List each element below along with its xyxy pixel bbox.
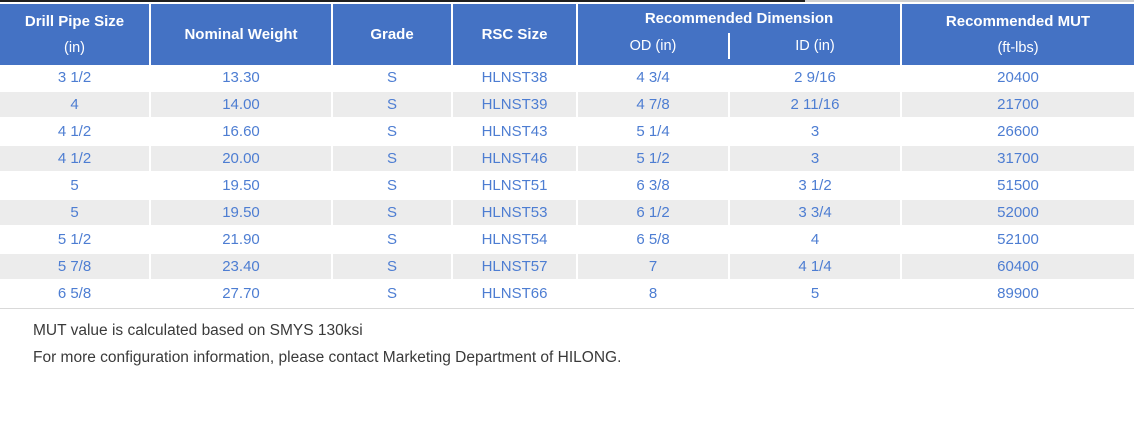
table-cell: 19.50 [151, 200, 333, 225]
table-cell: 2 9/16 [730, 65, 902, 90]
header-id: ID (in) [795, 38, 835, 54]
table-cell: HLNST51 [453, 173, 578, 198]
table-cell: HLNST57 [453, 254, 578, 279]
table-cell: 8 [578, 281, 730, 306]
table-cell: 3 [730, 146, 902, 171]
table-cell: S [333, 254, 453, 279]
table-cell: 27.70 [151, 281, 333, 306]
table-cell: 52000 [997, 204, 1039, 221]
table-cell: S [333, 200, 453, 225]
table-cell: 5 [0, 200, 151, 225]
header-nominal-weight: Nominal Weight [151, 4, 333, 65]
table-row: 5 7/8 23.40 S HLNST57 7 4 1/4 60400 [0, 254, 1134, 281]
table-cell: HLNST54 [453, 227, 578, 252]
header-recommended-mut-unit: (ft-lbs) [997, 39, 1039, 56]
table-cell: 89900 [997, 285, 1039, 302]
table-cell: 21700 [997, 96, 1039, 113]
table-cell: 6 3/8 [578, 173, 730, 198]
table-row: 4 1/2 20.00 S HLNST46 5 1/2 3 31700 [0, 146, 1134, 173]
table-cell: S [333, 227, 453, 252]
table-cell: 5 [0, 173, 151, 198]
table-cell: S [333, 92, 453, 117]
table-cell: S [333, 146, 453, 171]
header-recommended-dimension-group: Recommended Dimension OD (in) ID (in) [578, 4, 902, 65]
table-cell: 19.50 [151, 173, 333, 198]
table-cell: 6 5/8 [578, 227, 730, 252]
table-cell: 7 [578, 254, 730, 279]
table-cell: 5 [730, 281, 902, 306]
table-cell: 2 11/16 [730, 92, 902, 117]
table-header-row: Drill Pipe Size (in) Nominal Weight Grad… [0, 4, 1134, 65]
table-row: 4 14.00 S HLNST39 4 7/8 2 11/16 21700 [0, 92, 1134, 119]
table-cell: 51500 [997, 177, 1039, 194]
table-cell: 3 [730, 119, 902, 144]
table-cell: 16.60 [151, 119, 333, 144]
table-cell: 5 7/8 [0, 254, 151, 279]
drill-pipe-table: Drill Pipe Size (in) Nominal Weight Grad… [0, 4, 1134, 309]
table-cell: 3 3/4 [730, 200, 902, 225]
table-row: 5 1/2 21.90 S HLNST54 6 5/8 4 52100 [0, 227, 1134, 254]
table-cell: 60400 [997, 258, 1039, 275]
table-cell: 5 1/4 [578, 119, 730, 144]
header-drill-pipe-size-unit: (in) [64, 39, 85, 56]
footnote-contact: For more configuration information, plea… [33, 349, 622, 366]
table-row: 5 19.50 S HLNST53 6 1/2 3 3/4 52000 [0, 200, 1134, 227]
table-cell: 23.40 [151, 254, 333, 279]
table-cell: 5 1/2 [0, 227, 151, 252]
table-cell: HLNST46 [453, 146, 578, 171]
top-border-line [0, 0, 1134, 2]
table-row: 3 1/2 13.30 S HLNST38 4 3/4 2 9/16 20400 [0, 65, 1134, 92]
table-cell: 13.30 [151, 65, 333, 90]
table-cell: 3 1/2 [0, 65, 151, 90]
table-cell: 20400 [997, 69, 1039, 86]
table-cell: HLNST66 [453, 281, 578, 306]
table-cell: S [333, 281, 453, 306]
table-cell: HLNST53 [453, 200, 578, 225]
table-cell: 4 3/4 [578, 65, 730, 90]
table-cell: 21.90 [151, 227, 333, 252]
table-cell: 4 [0, 92, 151, 117]
header-drill-pipe-size: Drill Pipe Size (in) [0, 4, 151, 65]
header-recommended-dimension: Recommended Dimension [644, 10, 834, 27]
table-cell: 3 1/2 [730, 173, 902, 198]
table-row: 6 5/8 27.70 S HLNST66 8 5 89900 [0, 281, 1134, 308]
table-cell: 52100 [997, 231, 1039, 248]
header-od: OD (in) [578, 33, 730, 59]
table-cell: 4 [730, 227, 902, 252]
footnote-mut: MUT value is calculated based on SMYS 13… [33, 322, 363, 339]
table-body: 3 1/2 13.30 S HLNST38 4 3/4 2 9/16 20400 4 14.00… [0, 65, 1134, 308]
table-cell: S [333, 173, 453, 198]
table-cell: 4 7/8 [578, 92, 730, 117]
table-cell: 6 1/2 [578, 200, 730, 225]
table-cell: S [333, 65, 453, 90]
table-cell: 4 1/4 [730, 254, 902, 279]
header-dimension-subrow: OD (in) ID (in) [578, 33, 900, 59]
table-cell: 14.00 [151, 92, 333, 117]
header-rsc-size: RSC Size [453, 4, 578, 65]
table-cell: HLNST43 [453, 119, 578, 144]
header-recommended-mut-label: Recommended MUT [945, 13, 1091, 31]
table-cell: HLNST39 [453, 92, 578, 117]
table-cell: S [333, 119, 453, 144]
table-cell: HLNST38 [453, 65, 578, 90]
table-cell: 4 1/2 [0, 119, 151, 144]
header-drill-pipe-size-label: Drill Pipe Size [24, 13, 125, 31]
table-cell: 6 5/8 [0, 281, 151, 306]
table-row: 5 19.50 S HLNST51 6 3/8 3 1/2 51500 [0, 173, 1134, 200]
header-recommended-mut: Recommended MUT (ft-lbs) [902, 4, 1134, 65]
table-cell: 4 1/2 [0, 146, 151, 171]
table-cell: 20.00 [151, 146, 333, 171]
header-grade: Grade [333, 4, 453, 65]
table-row: 4 1/2 16.60 S HLNST43 5 1/4 3 26600 [0, 119, 1134, 146]
table-cell: 31700 [997, 150, 1039, 167]
table-cell: 5 1/2 [578, 146, 730, 171]
footnotes: MUT value is calculated based on SMYS 13… [33, 317, 1134, 371]
table-cell: 26600 [997, 123, 1039, 140]
